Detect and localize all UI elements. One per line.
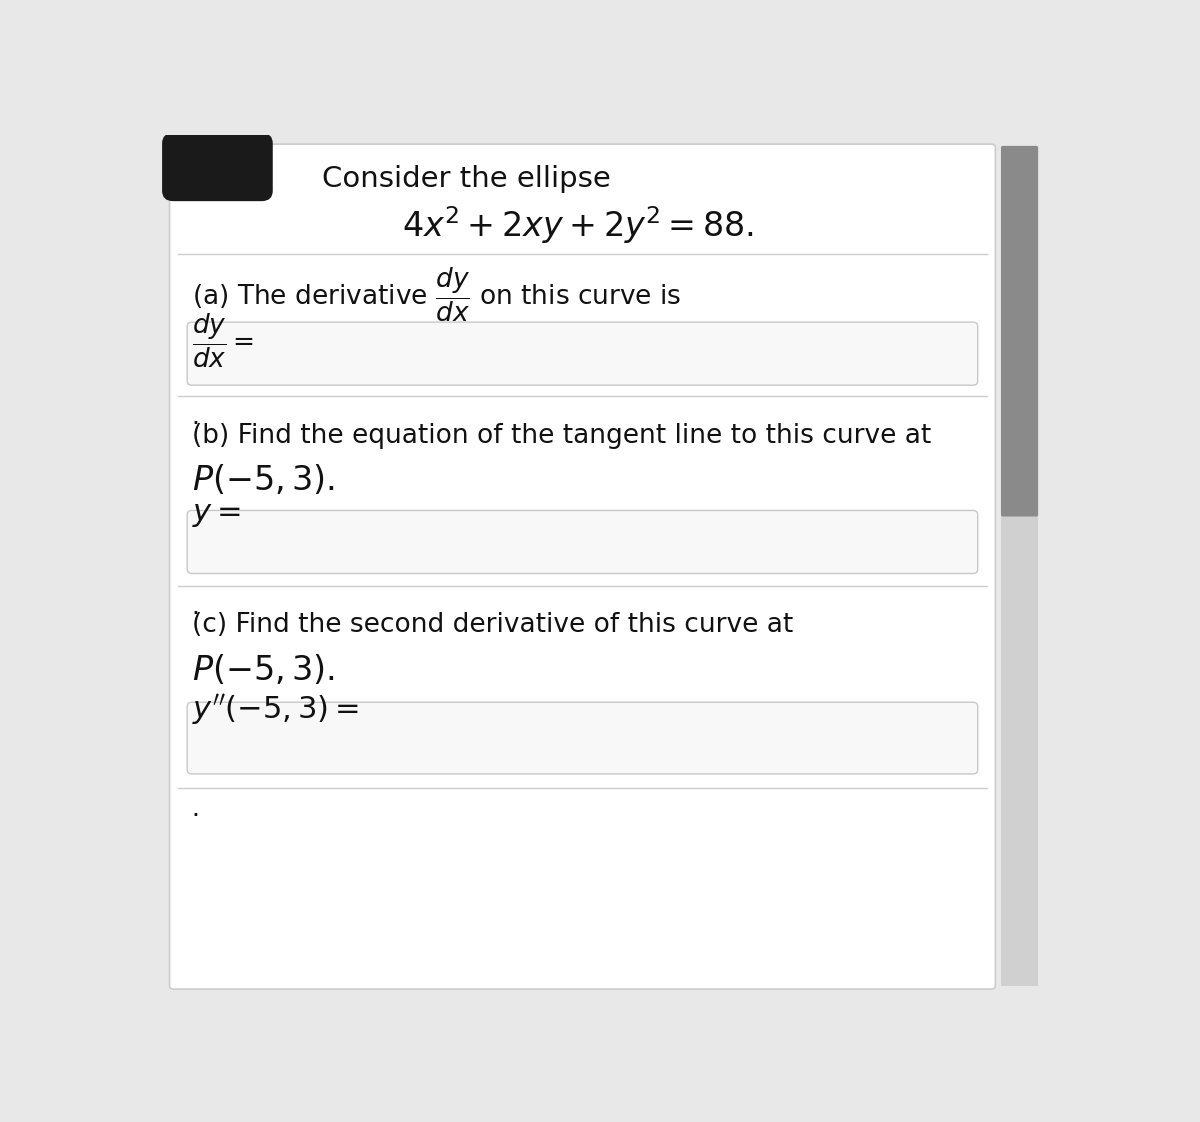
FancyBboxPatch shape	[1001, 146, 1038, 516]
FancyBboxPatch shape	[162, 132, 272, 201]
Text: (a) The derivative $\dfrac{dy}{dx}$ on this curve is: (a) The derivative $\dfrac{dy}{dx}$ on t…	[192, 266, 682, 324]
FancyBboxPatch shape	[1001, 148, 1038, 985]
FancyBboxPatch shape	[187, 511, 978, 573]
Text: .: .	[192, 595, 200, 619]
FancyBboxPatch shape	[187, 702, 978, 774]
Text: $\dfrac{dy}{dx} =$: $\dfrac{dy}{dx} =$	[192, 312, 254, 370]
Text: Consider the ellipse: Consider the ellipse	[322, 165, 611, 193]
FancyBboxPatch shape	[169, 144, 995, 990]
Text: $4x^2 + 2xy + 2y^2 = 88.$: $4x^2 + 2xy + 2y^2 = 88.$	[402, 204, 754, 246]
Text: $y''(-5, 3) =$: $y''(-5, 3) =$	[192, 692, 359, 727]
Text: (c) Find the second derivative of this curve at: (c) Find the second derivative of this c…	[192, 613, 793, 638]
FancyBboxPatch shape	[187, 322, 978, 385]
Text: .: .	[192, 798, 200, 821]
Text: $P(-5, 3).$: $P(-5, 3).$	[192, 653, 335, 687]
Text: $P(-5, 3).$: $P(-5, 3).$	[192, 463, 335, 497]
Text: (b) Find the equation of the tangent line to this curve at: (b) Find the equation of the tangent lin…	[192, 423, 931, 449]
Text: .: .	[192, 405, 200, 429]
Text: $y =$: $y =$	[192, 500, 241, 530]
